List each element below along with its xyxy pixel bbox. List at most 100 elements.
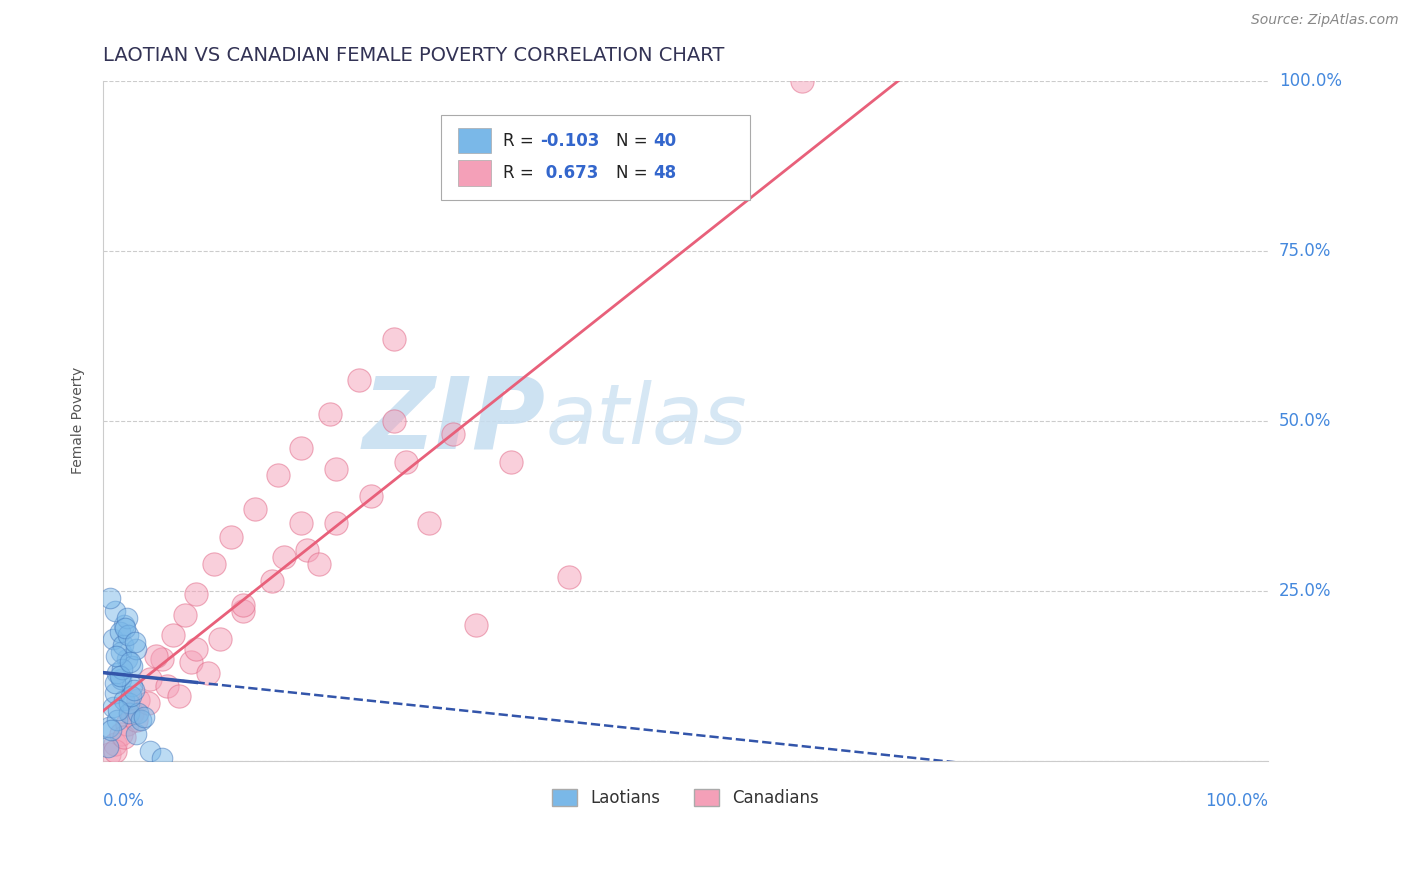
Point: [180, 656, 202, 670]
Text: R =: R =: [503, 164, 538, 182]
Point: [325, 516, 347, 530]
Point: [118, 696, 141, 710]
Point: [108, 669, 131, 683]
Point: [115, 611, 138, 625]
Point: [111, 662, 134, 676]
Point: [118, 706, 141, 721]
Point: [105, 713, 128, 727]
FancyBboxPatch shape: [458, 161, 491, 186]
Point: [112, 639, 135, 653]
Point: [127, 693, 149, 707]
Point: [349, 373, 371, 387]
Text: 0.673: 0.673: [540, 164, 599, 182]
Point: [308, 557, 330, 571]
Text: N =: N =: [616, 131, 652, 150]
Point: [186, 587, 208, 601]
Point: [186, 641, 208, 656]
Point: [125, 727, 148, 741]
Text: 100.0%: 100.0%: [1279, 71, 1341, 90]
Point: [290, 441, 312, 455]
Point: [132, 710, 155, 724]
Text: -0.103: -0.103: [540, 131, 599, 150]
Text: Source: ZipAtlas.com: Source: ZipAtlas.com: [1251, 13, 1399, 28]
Point: [136, 696, 159, 710]
Point: [384, 414, 406, 428]
Point: [104, 676, 127, 690]
Point: [110, 727, 132, 741]
Point: [418, 516, 440, 530]
Text: 48: 48: [652, 164, 676, 182]
Point: [267, 468, 290, 483]
Point: [110, 673, 132, 687]
Point: [98, 591, 121, 605]
Y-axis label: Female Poverty: Female Poverty: [72, 368, 86, 475]
Point: [125, 641, 148, 656]
Point: [295, 543, 318, 558]
Text: 25.0%: 25.0%: [1279, 582, 1331, 600]
Text: 100.0%: 100.0%: [1205, 791, 1268, 810]
Point: [121, 706, 143, 721]
Point: [104, 686, 127, 700]
Point: [197, 665, 219, 680]
Point: [232, 604, 254, 618]
Point: [156, 679, 179, 693]
Point: [122, 682, 145, 697]
Point: [110, 645, 132, 659]
Text: 75.0%: 75.0%: [1279, 242, 1331, 260]
Point: [129, 713, 152, 727]
Point: [120, 656, 142, 670]
Point: [121, 679, 143, 693]
Point: [150, 652, 173, 666]
Point: [101, 632, 124, 646]
Point: [127, 706, 149, 721]
Point: [145, 648, 167, 663]
Point: [150, 750, 173, 764]
Point: [108, 624, 131, 639]
Point: [232, 598, 254, 612]
Point: [441, 427, 464, 442]
Point: [167, 690, 190, 704]
Point: [395, 455, 418, 469]
Point: [208, 632, 231, 646]
Point: [273, 549, 295, 564]
Point: [117, 628, 139, 642]
Point: [112, 693, 135, 707]
Point: [790, 73, 813, 87]
Point: [120, 690, 142, 704]
FancyBboxPatch shape: [441, 115, 749, 200]
Point: [290, 516, 312, 530]
Point: [162, 628, 184, 642]
Point: [121, 658, 143, 673]
Point: [105, 665, 128, 680]
Point: [112, 618, 135, 632]
Point: [384, 332, 406, 346]
Point: [104, 744, 127, 758]
Point: [464, 618, 486, 632]
Point: [115, 652, 138, 666]
Point: [139, 673, 162, 687]
Legend: Laotians, Canadians: Laotians, Canadians: [546, 782, 825, 814]
Point: [105, 648, 128, 663]
Point: [104, 604, 127, 618]
Point: [243, 502, 266, 516]
Point: [104, 737, 127, 751]
Point: [221, 530, 243, 544]
Point: [98, 747, 121, 762]
Point: [125, 713, 148, 727]
Point: [107, 703, 129, 717]
Point: [101, 699, 124, 714]
FancyBboxPatch shape: [458, 128, 491, 153]
Text: N =: N =: [616, 164, 652, 182]
Text: LAOTIAN VS CANADIAN FEMALE POVERTY CORRELATION CHART: LAOTIAN VS CANADIAN FEMALE POVERTY CORRE…: [103, 46, 724, 65]
Point: [173, 607, 195, 622]
Point: [262, 574, 284, 588]
Point: [139, 744, 162, 758]
Point: [499, 455, 522, 469]
Point: [100, 723, 122, 738]
Point: [558, 570, 581, 584]
Point: [124, 635, 146, 649]
Point: [325, 461, 347, 475]
Point: [202, 557, 225, 571]
Text: R =: R =: [503, 131, 538, 150]
Point: [319, 407, 342, 421]
